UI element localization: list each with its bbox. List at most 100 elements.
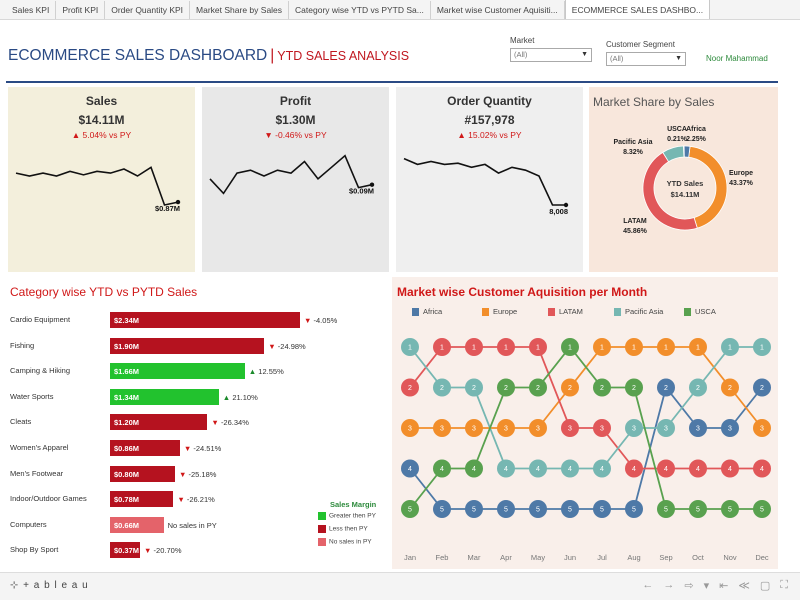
- bump-point[interactable]: [401, 500, 419, 518]
- market-share-donut[interactable]: YTD Sales $14.11M Europe 43.37% LATAM 45.86% P…: [589, 87, 778, 272]
- category-row[interactable]: Women's Apparel $0.86M ▼ -24.51%: [10, 440, 386, 456]
- bump-point[interactable]: [593, 459, 611, 478]
- download-icon[interactable]: ▢: [759, 580, 771, 592]
- bump-point[interactable]: [497, 500, 515, 518]
- bump-point[interactable]: [529, 459, 547, 478]
- bump-point[interactable]: [561, 338, 579, 356]
- sales-kpi-card[interactable]: Sales $14.11M ▲ 5.04% vs PY $0.87M: [8, 87, 195, 272]
- bump-point[interactable]: [625, 459, 643, 478]
- bump-point[interactable]: [721, 419, 739, 437]
- tab-4[interactable]: Category wise YTD vs PYTD Sa...: [289, 1, 431, 19]
- revert-icon[interactable]: ⇨: [684, 580, 694, 592]
- bump-point[interactable]: [657, 500, 675, 518]
- bump-point[interactable]: [657, 459, 675, 478]
- category-bar[interactable]: [110, 542, 141, 559]
- tab-0[interactable]: Sales KPI: [6, 1, 57, 19]
- category-row[interactable]: Computers $0.66M No sales in PY: [10, 516, 386, 533]
- bump-point[interactable]: [433, 419, 451, 437]
- bump-point[interactable]: [529, 419, 547, 437]
- bump-point[interactable]: [753, 378, 771, 397]
- dropdown-icon[interactable]: ▾: [703, 580, 710, 592]
- category-row[interactable]: Cleats $1.20M ▼ -26.34%: [10, 414, 386, 431]
- bump-point[interactable]: [401, 419, 419, 437]
- bump-point[interactable]: [561, 459, 579, 478]
- bump-point[interactable]: [625, 378, 643, 397]
- bump-point[interactable]: [497, 419, 515, 437]
- category-bar[interactable]: [110, 363, 245, 380]
- acquisition-legend-item[interactable]: Europe: [482, 307, 517, 317]
- bump-point[interactable]: [561, 378, 579, 397]
- bump-point[interactable]: [529, 338, 547, 356]
- bump-point[interactable]: [689, 378, 707, 397]
- bump-point[interactable]: [497, 338, 515, 356]
- bump-point[interactable]: [433, 378, 451, 397]
- category-bar[interactable]: [110, 388, 219, 405]
- bump-point[interactable]: [529, 378, 547, 397]
- tab-2[interactable]: Order Quantity KPI: [105, 1, 191, 19]
- acquisition-legend-item[interactable]: USCA: [684, 307, 716, 317]
- reset-icon[interactable]: ⇤: [719, 580, 729, 592]
- bump-point[interactable]: [593, 378, 611, 397]
- bump-point[interactable]: [689, 459, 707, 478]
- bump-point[interactable]: [753, 500, 771, 518]
- category-bar[interactable]: [110, 312, 300, 328]
- category-row[interactable]: Men's Footwear $0.80M ▼ -25.18%: [10, 465, 386, 482]
- tab-5[interactable]: Market wise Customer Aquisiti...: [431, 1, 565, 19]
- bump-point[interactable]: [401, 459, 419, 478]
- category-row[interactable]: Shop By Sport $0.37M ▼ -20.70%: [10, 542, 386, 559]
- market-filter-select[interactable]: (All) ▼: [510, 48, 592, 62]
- bump-point[interactable]: [433, 338, 451, 356]
- bump-point[interactable]: [593, 338, 611, 356]
- bump-point[interactable]: [657, 378, 675, 397]
- profit-kpi-card[interactable]: Profit $1.30M ▼ -0.46% vs PY $0.09M: [202, 87, 389, 272]
- bump-point[interactable]: [721, 378, 739, 397]
- share-icon[interactable]: ≪: [738, 580, 750, 592]
- category-bar[interactable]: [110, 491, 174, 508]
- category-row[interactable]: Water Sports $1.34M ▲ 21.10%: [10, 388, 386, 405]
- bump-point[interactable]: [465, 419, 483, 437]
- bump-point[interactable]: [433, 500, 451, 518]
- bump-point[interactable]: [657, 419, 675, 437]
- acquisition-legend-item[interactable]: Africa: [412, 307, 442, 317]
- bump-point[interactable]: [721, 338, 739, 356]
- category-row[interactable]: Cardio Equipment $2.34M ▼ -4.05%: [10, 312, 386, 328]
- category-row[interactable]: Fishing $1.90M ▼ -24.98%: [10, 337, 386, 354]
- bump-point[interactable]: [689, 500, 707, 518]
- bump-point[interactable]: [529, 500, 547, 518]
- bump-point[interactable]: [561, 500, 579, 518]
- category-bar[interactable]: [110, 440, 180, 456]
- bump-point[interactable]: [753, 338, 771, 356]
- category-bar[interactable]: [110, 465, 175, 482]
- bump-point[interactable]: [465, 338, 483, 356]
- tab-3[interactable]: Market Share by Sales: [190, 1, 290, 19]
- donut-slice-africa[interactable]: [683, 145, 691, 158]
- redo-icon[interactable]: →: [663, 579, 675, 591]
- order-quantity-kpi-card[interactable]: Order Quantity #157,978 ▲ 15.02% vs PY 8…: [396, 87, 583, 272]
- bump-point[interactable]: [401, 338, 419, 356]
- tab-1[interactable]: Profit KPI: [56, 1, 106, 19]
- category-bar[interactable]: [110, 414, 208, 431]
- segment-filter-select[interactable]: (All) ▼: [606, 52, 686, 66]
- bump-point[interactable]: [753, 459, 771, 478]
- bump-point[interactable]: [753, 419, 771, 437]
- bump-point[interactable]: [561, 419, 579, 437]
- undo-icon[interactable]: ←: [642, 579, 654, 591]
- bump-point[interactable]: [593, 500, 611, 518]
- category-bar[interactable]: [110, 337, 265, 354]
- bump-point[interactable]: [465, 459, 483, 478]
- bump-point[interactable]: [689, 419, 707, 437]
- category-bar[interactable]: [110, 516, 164, 533]
- bump-point[interactable]: [721, 500, 739, 518]
- bump-point[interactable]: [593, 419, 611, 437]
- acquisition-bump-chart[interactable]: 4 5 5 5 5 5 5 5 2 3 3 2 3 3 3 3 3 2 1 1 1 1 2 3 2 1 1 1 1 3 3 4 4 4 4 4 1 2 2 4…: [392, 320, 778, 570]
- sales-margin-legend-item[interactable]: Less then PY: [318, 525, 368, 533]
- bump-point[interactable]: [625, 500, 643, 518]
- category-row[interactable]: Camping & Hiking $1.66M ▲ 12.55%: [10, 363, 386, 380]
- tab-6[interactable]: ECOMMERCE SALES DASHBO...: [564, 0, 711, 19]
- acquisition-legend-item[interactable]: LATAM: [548, 307, 583, 317]
- bump-point[interactable]: [625, 338, 643, 356]
- bump-point[interactable]: [721, 459, 739, 478]
- bump-point[interactable]: [657, 338, 675, 356]
- bump-point[interactable]: [497, 459, 515, 478]
- bump-point[interactable]: [689, 338, 707, 356]
